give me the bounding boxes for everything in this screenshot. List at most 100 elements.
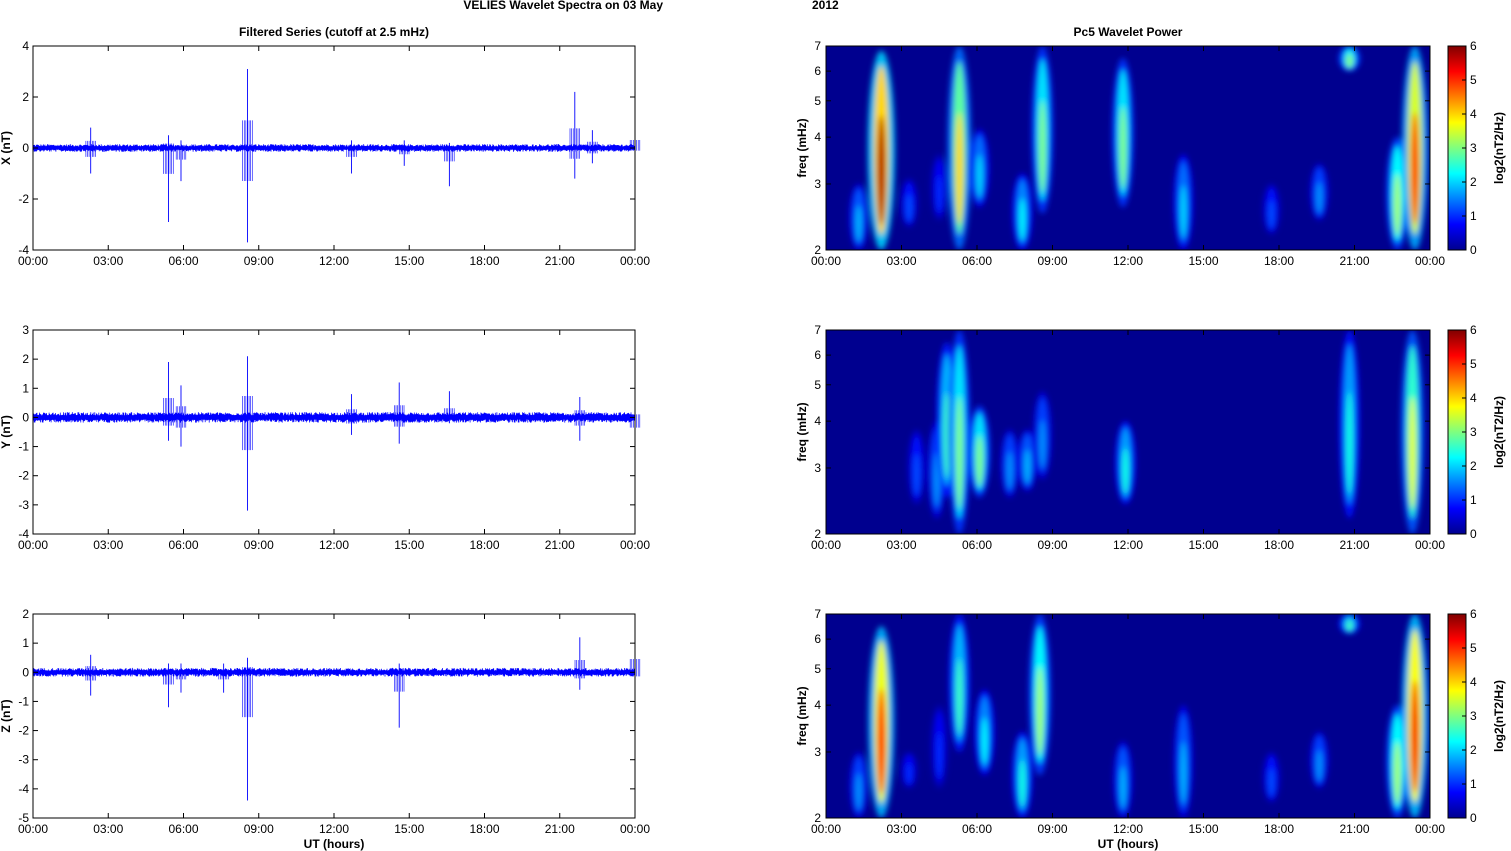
y-tick-label: 7: [814, 607, 821, 621]
colorbar-label: log2(nT2/Hz): [1492, 680, 1506, 752]
y-tick-label: 7: [814, 323, 821, 337]
colorbar-tick-label: 3: [1470, 141, 1477, 155]
colorbar-tick-label: 6: [1470, 607, 1477, 621]
y-tick-label: -2: [18, 469, 29, 483]
power-blob-core: [943, 392, 950, 479]
power-blob-core: [1393, 173, 1401, 236]
y-tick-label: -5: [18, 811, 29, 825]
series-trace: [32, 412, 636, 423]
y-tick-label: 2: [22, 607, 29, 621]
colorbar-tick-label: 0: [1470, 243, 1477, 257]
x-tick-label: 06:00: [168, 822, 198, 836]
power-blob-core: [906, 763, 912, 784]
y-tick-label: 4: [814, 130, 821, 144]
colorbar-tick-label: 2: [1470, 175, 1477, 189]
x-axis-label: UT (hours): [304, 837, 365, 851]
y-axis-label: freq (mHz): [795, 402, 809, 461]
power-blob-core: [1268, 768, 1275, 797]
x-tick-label: 18:00: [1264, 822, 1294, 836]
spectrogram-blobs: [849, 614, 1429, 818]
x-tick-label: 09:00: [1037, 538, 1067, 552]
power-blob-core: [956, 396, 963, 509]
power-blob-core: [1122, 448, 1129, 494]
x-tick-label: 00:00: [811, 822, 841, 836]
power-blob-core: [1316, 182, 1323, 214]
power-blob-core: [976, 435, 983, 487]
power-blob-core: [1346, 620, 1353, 632]
colorbar-tick-label: 4: [1470, 107, 1477, 121]
x-tick-label: 21:00: [1339, 538, 1369, 552]
y-tick-label: 2: [814, 243, 821, 257]
spectrogram-title: Pc5 Wavelet Power: [1074, 25, 1183, 39]
power-blob-core: [1393, 741, 1401, 804]
y-tick-label: -3: [18, 753, 29, 767]
power-blob-core: [1019, 198, 1026, 241]
colorbar-tick-label: 4: [1470, 391, 1477, 405]
power-blob-core: [913, 453, 920, 495]
x-tick-label: 00:00: [1415, 254, 1445, 268]
x-tick-label: 03:00: [886, 822, 916, 836]
power-blob-core: [1019, 759, 1026, 808]
x-tick-label: 18:00: [1264, 254, 1294, 268]
x-tick-label: 06:00: [962, 254, 992, 268]
y-tick-label: 3: [814, 745, 821, 759]
line-panel: Filtered Series (cutoff at 2.5 mHz) 4 2 0 -2…: [0, 25, 650, 268]
x-tick-label: 12:00: [319, 822, 349, 836]
x-tick-label: 09:00: [244, 254, 274, 268]
x-tick-label: 09:00: [1037, 254, 1067, 268]
y-tick-label: 2: [22, 90, 29, 104]
x-tick-label: 00:00: [811, 254, 841, 268]
colorbar-tick-label: 5: [1470, 73, 1477, 87]
y-tick-label: 4: [22, 39, 29, 53]
x-tick-label: 21:00: [1339, 254, 1369, 268]
power-blob-core: [1120, 766, 1126, 809]
power-blob-core: [855, 205, 862, 242]
power-blob-core: [1180, 185, 1187, 239]
x-tick-label: 21:00: [1339, 822, 1369, 836]
power-blob-core: [1410, 680, 1419, 793]
power-blob-core: [976, 154, 983, 198]
colorbar-tick-label: 1: [1470, 493, 1477, 507]
y-tick-label: 3: [814, 461, 821, 475]
y-tick-label: 0: [22, 141, 29, 155]
x-tick-label: 09:00: [244, 538, 274, 552]
x-tick-label: 00:00: [18, 254, 48, 268]
x-tick-label: 15:00: [1188, 822, 1218, 836]
colorbar-tick-label: 6: [1470, 39, 1477, 53]
line-panel: 2 1 0 -1 -2 -3 -4 -5 Z (nT) 00:00 03:00 06:00 09:00 1…: [0, 607, 650, 851]
colorbar-tick-label: 1: [1470, 209, 1477, 223]
power-blob-core: [1346, 54, 1353, 68]
x-tick-label: 12:00: [1113, 822, 1143, 836]
x-tick-label: 18:00: [469, 254, 499, 268]
x-tick-label: 12:00: [1113, 538, 1143, 552]
y-tick-label: 0: [22, 410, 29, 424]
x-tick-label: 03:00: [93, 822, 123, 836]
power-blob-core: [1346, 391, 1353, 495]
power-blob-core: [877, 688, 886, 795]
y-tick-label: 6: [814, 348, 821, 362]
power-blob-core: [933, 452, 940, 507]
spectrogram-panel: 7 6 5 4 3 2 freq (mHz) 00:00 03:00 06:00 09:00 12:0…: [795, 607, 1506, 851]
y-tick-label: -3: [18, 498, 29, 512]
x-tick-label: 15:00: [394, 822, 424, 836]
colorbar-tick-label: 5: [1470, 357, 1477, 371]
x-tick-label: 12:00: [1113, 254, 1143, 268]
power-blob-core: [1039, 100, 1046, 193]
series-trace: [32, 144, 636, 152]
colorbar-tick-label: 2: [1470, 459, 1477, 473]
colorbar-tick-label: 2: [1470, 743, 1477, 757]
colorbar-label: log2(nT2/Hz): [1492, 396, 1506, 468]
y-tick-label: 7: [814, 39, 821, 53]
plot-frame: [32, 613, 636, 819]
colorbar-tick-label: 0: [1470, 527, 1477, 541]
panels: Filtered Series (cutoff at 2.5 mHz) 4 2 0 -2…: [0, 25, 1506, 851]
y-tick-label: 5: [814, 378, 821, 392]
power-blob-core: [877, 115, 886, 226]
y-tick-label: -4: [18, 782, 29, 796]
power-blob-core: [1006, 451, 1013, 490]
x-tick-label: 12:00: [319, 538, 349, 552]
colorbar-tick-label: 0: [1470, 811, 1477, 825]
spectrogram-blobs: [848, 46, 1428, 250]
x-tick-label: 09:00: [1037, 822, 1067, 836]
